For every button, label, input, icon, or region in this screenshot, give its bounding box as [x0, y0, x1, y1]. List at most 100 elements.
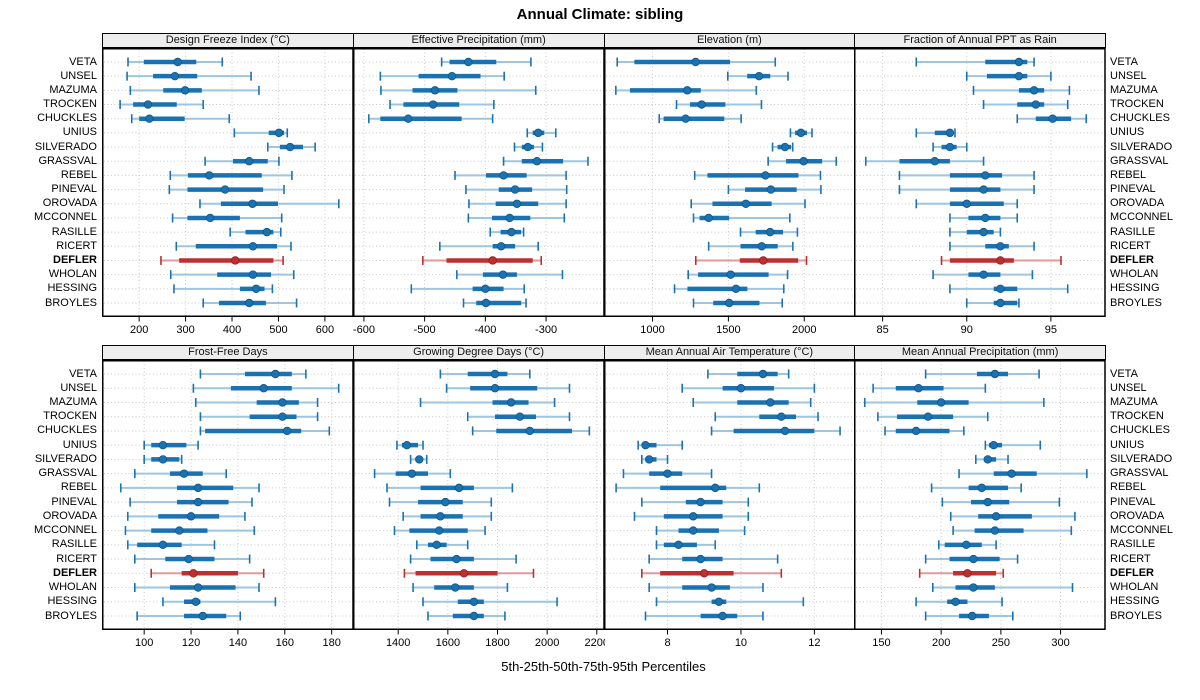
site-label-unius: UNIUS	[62, 126, 97, 139]
svg-text:1500: 1500	[716, 324, 740, 336]
percentile-row-defler	[150, 568, 265, 578]
percentile-row-orovada	[915, 199, 1019, 209]
percentile-row-silverado	[409, 454, 428, 464]
percentile-row-trocken	[199, 412, 319, 422]
percentile-row-ricert	[647, 554, 778, 564]
site-label-mazuma: MAZUMA	[49, 83, 97, 96]
percentile-row-hessing	[949, 284, 1069, 294]
svg-text:1000: 1000	[640, 324, 664, 336]
site-label-pineval: PINEVAL	[1110, 495, 1156, 508]
panel-mean-annual-precipitation-mm: 150 200 250 300	[854, 360, 1106, 649]
percentile-row-orovada	[950, 511, 1076, 521]
percentile-row-chuckles	[199, 426, 331, 436]
percentile-row-silverado	[266, 142, 316, 152]
percentile-row-grassval	[373, 469, 451, 479]
site-label-rebel: REBEL	[60, 168, 97, 181]
percentile-row-ricert	[438, 241, 539, 251]
svg-text:160: 160	[276, 637, 294, 649]
percentile-row-rebel	[119, 483, 260, 493]
percentile-row-rebel	[614, 483, 760, 493]
site-label-hessing: HESSING	[47, 595, 97, 608]
percentile-row-trocken	[713, 412, 819, 422]
percentile-row-hessing	[655, 597, 804, 607]
site-label-broyles: BROYLES	[45, 609, 97, 622]
percentile-row-veta	[199, 369, 307, 379]
percentile-row-chuckles	[710, 426, 841, 436]
site-label-hessing: HESSING	[1110, 595, 1160, 608]
percentile-row-wholan	[412, 583, 508, 593]
svg-text:-500: -500	[413, 324, 435, 336]
percentile-row-mcconnel	[467, 213, 565, 223]
site-label-chuckles: CHUCKLES	[37, 112, 97, 125]
site-label-defler: DEFLER	[1110, 566, 1154, 579]
site-label-chuckles: CHUCKLES	[1110, 112, 1170, 125]
percentile-row-silverado	[513, 142, 543, 152]
site-label-rasille: RASILLE	[1110, 538, 1156, 551]
percentile-row-grassval	[766, 156, 837, 166]
percentile-row-rasille	[949, 227, 1002, 237]
panel-strip-label: Growing Degree Days (°C)	[352, 345, 605, 360]
percentile-row-hessing	[421, 597, 558, 607]
percentile-row-orovada	[402, 511, 492, 521]
svg-text:12: 12	[808, 637, 820, 649]
panel-strip-label: Mean Annual Air Temperature (°C)	[603, 345, 856, 360]
panel-strip-label: Design Freeze Index (°C)	[102, 33, 354, 48]
panel-frost-free-days: 100 120 140 160 180	[102, 360, 354, 649]
percentile-row-wholan	[169, 270, 295, 280]
svg-text:140: 140	[229, 637, 247, 649]
data-marks	[614, 57, 837, 308]
site-label-silverado: SILVERADO	[1110, 140, 1173, 153]
gridlines	[354, 49, 602, 316]
percentile-row-rebel	[385, 483, 513, 493]
percentile-row-chuckles	[657, 114, 742, 124]
percentile-row-broyles	[202, 298, 298, 308]
percentile-row-ricert	[949, 241, 1036, 251]
x-axis-ticks: 150 200 250 300	[873, 630, 1070, 649]
svg-text:-400: -400	[474, 324, 496, 336]
percentile-row-hessing	[162, 597, 277, 607]
x-axis-ticks: 85 90 95	[877, 317, 1057, 336]
site-label-orovada: OROVADA	[1110, 509, 1165, 522]
site-label-rebel: REBEL	[1110, 481, 1147, 494]
data-marks	[864, 369, 1088, 621]
x-axis-ticks: 1000 1500 2000	[640, 317, 816, 336]
percentile-row-trocken	[466, 412, 571, 422]
percentile-row-mazuma	[972, 85, 1071, 95]
svg-text:200: 200	[932, 637, 950, 649]
svg-text:90: 90	[961, 324, 973, 336]
svg-text:-300: -300	[535, 324, 557, 336]
percentile-row-silverado	[771, 142, 794, 152]
percentile-row-trocken	[983, 100, 1069, 110]
percentile-row-mcconnel	[692, 213, 791, 223]
percentile-row-pineval	[388, 497, 492, 507]
site-label-orovada: OROVADA	[42, 509, 97, 522]
percentile-row-mcconnel	[393, 526, 486, 536]
percentile-row-rasille	[655, 540, 716, 550]
percentile-row-ricert	[134, 554, 251, 564]
percentile-row-hessing	[915, 597, 1004, 607]
site-label-unsel: UNSEL	[1110, 69, 1147, 82]
percentile-row-rebel	[898, 170, 1036, 180]
site-label-orovada: OROVADA	[42, 197, 97, 210]
percentile-row-pineval	[640, 497, 749, 507]
percentile-row-ricert	[925, 554, 1019, 564]
site-label-rebel: REBEL	[1110, 168, 1147, 181]
percentile-row-unius	[395, 440, 424, 450]
percentile-row-wholan	[932, 270, 1034, 280]
percentile-row-unius	[526, 128, 557, 138]
percentile-row-rasille	[415, 540, 469, 550]
percentile-row-orovada	[633, 511, 749, 521]
svg-text:-600: -600	[353, 324, 375, 336]
percentile-row-defler	[694, 255, 807, 265]
percentile-row-ricert	[409, 554, 517, 564]
svg-text:95: 95	[1045, 324, 1057, 336]
site-label-ricert: RICERT	[56, 552, 97, 565]
site-label-chuckles: CHUCKLES	[37, 424, 97, 437]
percentile-row-silverado	[975, 454, 1010, 464]
site-label-unius: UNIUS	[1110, 438, 1145, 451]
percentile-row-mazuma	[129, 85, 260, 95]
percentile-row-rebel	[693, 170, 821, 180]
site-label-grassval: GRASSVAL	[1110, 467, 1169, 480]
site-label-pineval: PINEVAL	[51, 183, 97, 196]
percentile-row-grassval	[622, 469, 712, 479]
